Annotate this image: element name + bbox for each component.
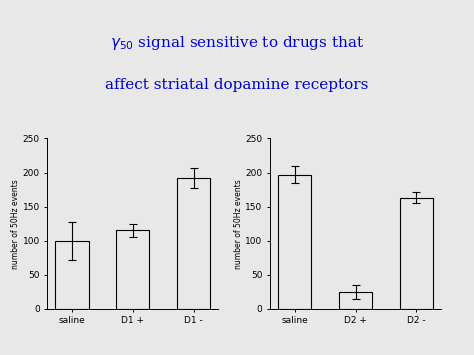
Bar (177, 178, 210, 309)
Bar (400, 198, 433, 309)
Text: affect striatal dopamine receptors: affect striatal dopamine receptors (105, 78, 369, 92)
Text: $\gamma_{50}$ signal sensitive to drugs that: $\gamma_{50}$ signal sensitive to drugs … (110, 34, 364, 51)
Y-axis label: number of 50Hz events: number of 50Hz events (234, 179, 243, 268)
Bar (55, 241, 89, 309)
Bar (278, 175, 311, 309)
Bar (339, 292, 372, 309)
Y-axis label: number of 50Hz events: number of 50Hz events (11, 179, 20, 268)
Bar (116, 230, 149, 309)
